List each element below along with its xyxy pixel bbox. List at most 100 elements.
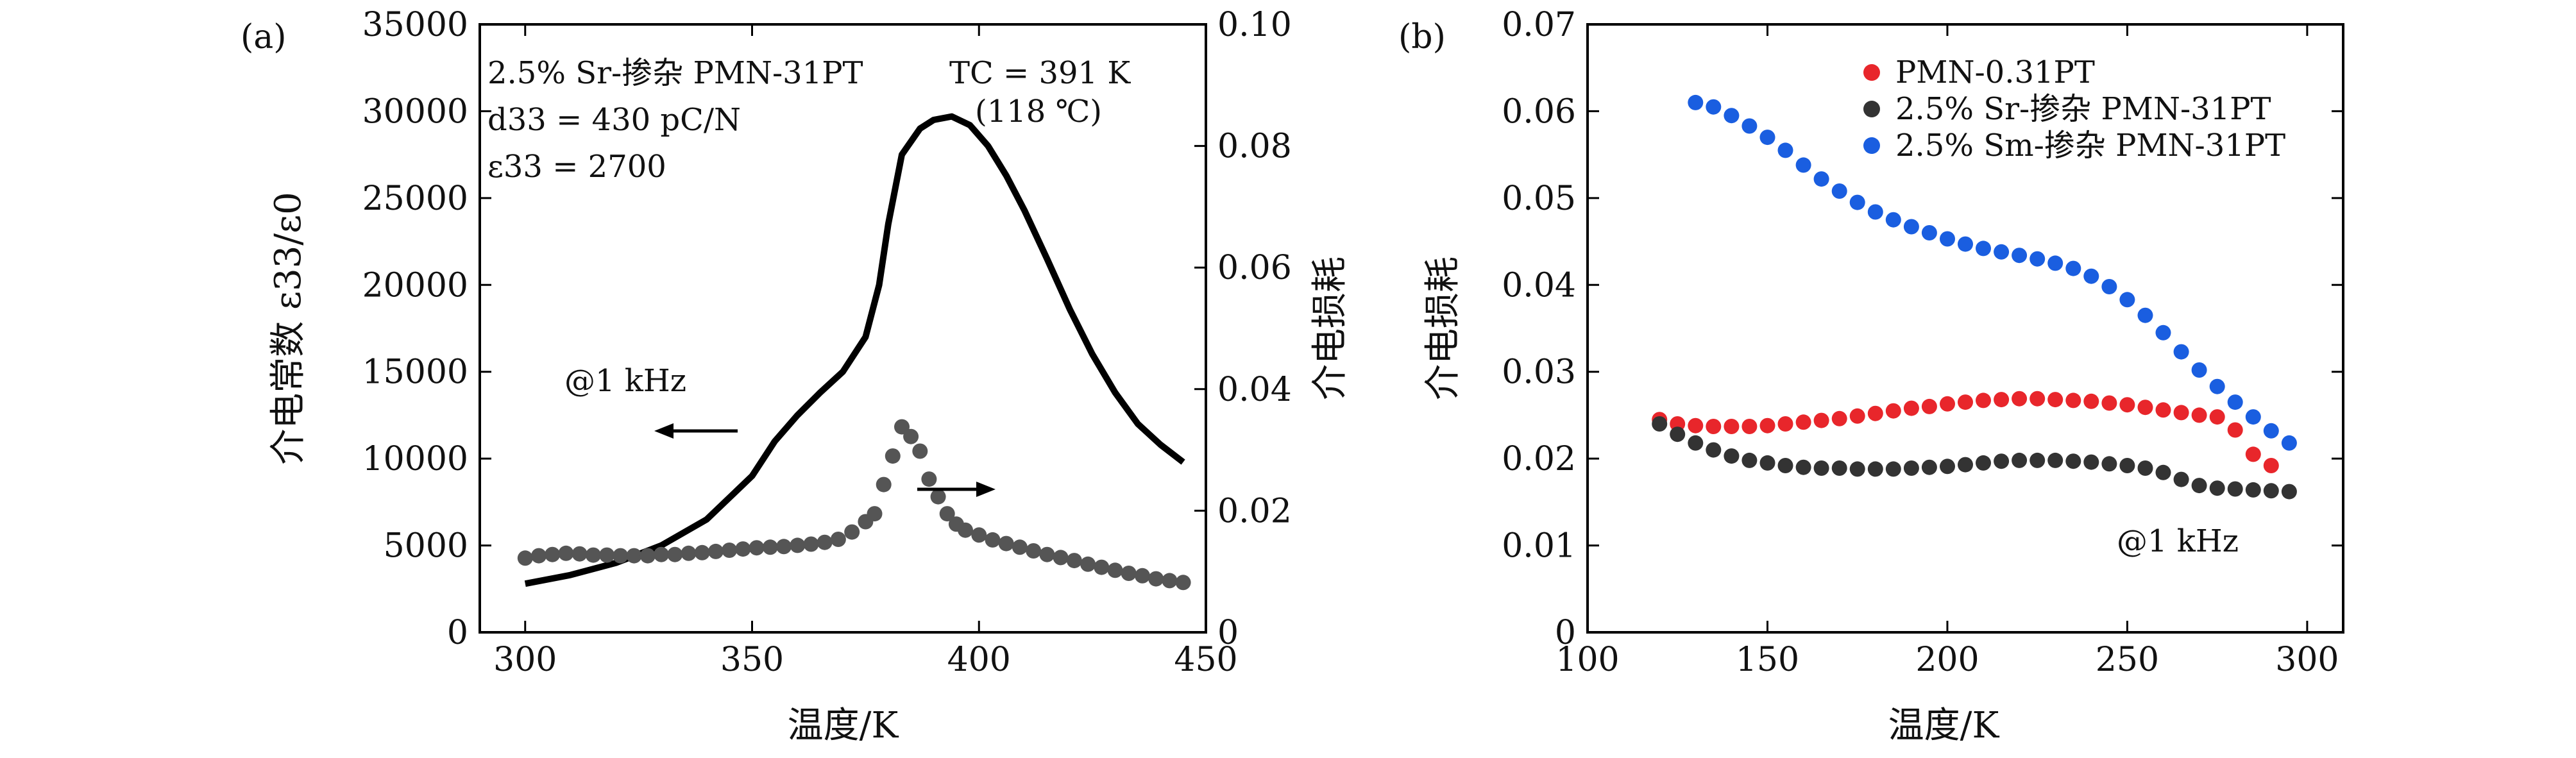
series-point-loss [1026, 543, 1042, 559]
series-point-loss [599, 547, 615, 563]
panel-b: (b) 100 150 200 250 300 0 0.01 0.02 0.03 0.04 0.05… [1398, 6, 2344, 746]
arrow-right-indicator [917, 482, 996, 497]
series-point-sr [2047, 452, 2063, 468]
series-point-sm [1795, 157, 1811, 173]
series-point-loss [626, 548, 642, 564]
x-tick-label: 400 [947, 641, 1011, 679]
series-point-sm [2137, 307, 2153, 323]
series-point-sm [1849, 194, 1865, 210]
y-tick-label: 0.01 [1502, 527, 1576, 566]
series-point-sm [2119, 292, 2135, 308]
series-point-loss [640, 548, 656, 564]
series-point-loss [803, 536, 819, 552]
y-tick-label: 0.06 [1502, 92, 1576, 131]
series-point-sm [1813, 171, 1829, 187]
series-point-sm [1706, 99, 1722, 115]
x-tick-label: 250 [2096, 641, 2159, 679]
series-point-loss [1066, 553, 1082, 569]
series-point-sm [2209, 378, 2225, 394]
series-point-sm [1759, 130, 1775, 146]
series-point-sr [2029, 452, 2046, 468]
series-point-loss [985, 532, 1001, 548]
y-right-tick-label: 0.06 [1217, 249, 1292, 287]
x-tick-label: 450 [1174, 641, 1237, 679]
series-point-loss [903, 428, 919, 444]
series-point-sr [2137, 460, 2153, 476]
y-tick-label: 0.02 [1502, 440, 1576, 478]
series-point-loss [531, 548, 547, 564]
series-point-pmn [2191, 407, 2207, 423]
series-point-sr [1867, 461, 1883, 477]
series-point-loss [1053, 550, 1069, 566]
legend-marker-pmn [1863, 64, 1880, 81]
y-tick-label: 10000 [362, 440, 468, 478]
series-point-sm [2155, 324, 2171, 341]
panel-b-ylabel: 介电损耗 [1422, 257, 1464, 400]
panel-b-series [1652, 94, 2297, 500]
series-point-pmn [1813, 412, 1829, 428]
series-point-sm [2083, 268, 2099, 284]
series-point-sr [1994, 453, 2010, 469]
y-tick-label: 35000 [362, 6, 468, 44]
series-point-pmn [2012, 391, 2028, 407]
series-point-sr [1813, 460, 1829, 476]
series-point-pmn [1688, 417, 1704, 434]
series-point-loss [722, 543, 738, 558]
series-point-loss [830, 532, 846, 547]
series-point-loss [1080, 556, 1096, 572]
series-point-pmn [1849, 408, 1865, 424]
panel-b-frame [1586, 23, 2344, 634]
series-point-loss [694, 544, 710, 560]
series-point-loss [790, 537, 806, 553]
series-point-sr [1940, 459, 1955, 475]
series-point-loss [654, 546, 669, 562]
series-point-pmn [1706, 419, 1722, 434]
x-tick-label: 350 [720, 641, 784, 679]
series-point-pmn [2029, 391, 2046, 407]
series-point-pmn [2209, 409, 2225, 425]
x-tick-label: 150 [1736, 641, 1799, 679]
legend-label-pmn: PMN-0.31PT [1895, 55, 2095, 90]
series-point-loss [867, 506, 883, 522]
panel-b-xlabel: 温度/K [1888, 705, 2000, 746]
y-right-tick-label: 0.10 [1217, 6, 1292, 44]
series-point-loss [1162, 573, 1178, 589]
series-point-loss [762, 539, 778, 555]
series-point-sr [2227, 481, 2243, 497]
series-point-sr [2083, 454, 2099, 470]
series-point-sm [2065, 260, 2081, 276]
series-point-pmn [1777, 416, 1793, 432]
series-point-sr [1958, 457, 1973, 473]
series-point-pmn [2173, 405, 2189, 421]
series-point-loss [930, 489, 946, 505]
series-point-sr [1759, 455, 1775, 471]
series-point-sm [2245, 409, 2261, 425]
series-point-loss [844, 524, 860, 540]
series-point-loss [749, 540, 765, 556]
series-point-pmn [2119, 397, 2135, 413]
series-point-loss [681, 545, 697, 561]
series-line-permittivity [524, 113, 1185, 587]
series-point-loss [517, 550, 533, 566]
series-point-sr [2065, 453, 2081, 469]
series-point-pmn [2245, 446, 2261, 462]
series-point-loss [1121, 566, 1137, 581]
series-point-sr [2263, 483, 2279, 499]
series-point-sm [1885, 212, 1901, 228]
series-point-sr [2173, 471, 2189, 487]
y-tick-label: 20000 [362, 266, 468, 305]
series-point-sr [1795, 459, 1811, 475]
panel-a-ylabel-right: 介电损耗 [1309, 257, 1351, 400]
annotation-tc-celsius: (118 ℃) [975, 94, 1102, 130]
series-point-pmn [2155, 402, 2171, 418]
y-right-tick-label: 0.04 [1217, 371, 1292, 409]
series-point-sr [2281, 484, 2297, 500]
series-point-loss [912, 443, 928, 459]
series-point-loss [817, 534, 833, 550]
series-point-sr [1831, 460, 1847, 476]
series-point-pmn [2083, 393, 2099, 409]
series-point-sm [1688, 94, 1704, 110]
legend-item: PMN-0.31PT [1863, 55, 2095, 90]
series-point-sm [2029, 251, 2046, 267]
